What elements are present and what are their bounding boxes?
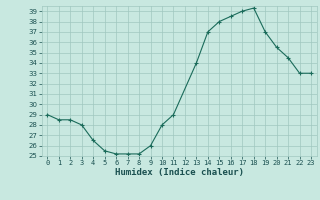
X-axis label: Humidex (Indice chaleur): Humidex (Indice chaleur): [115, 168, 244, 177]
